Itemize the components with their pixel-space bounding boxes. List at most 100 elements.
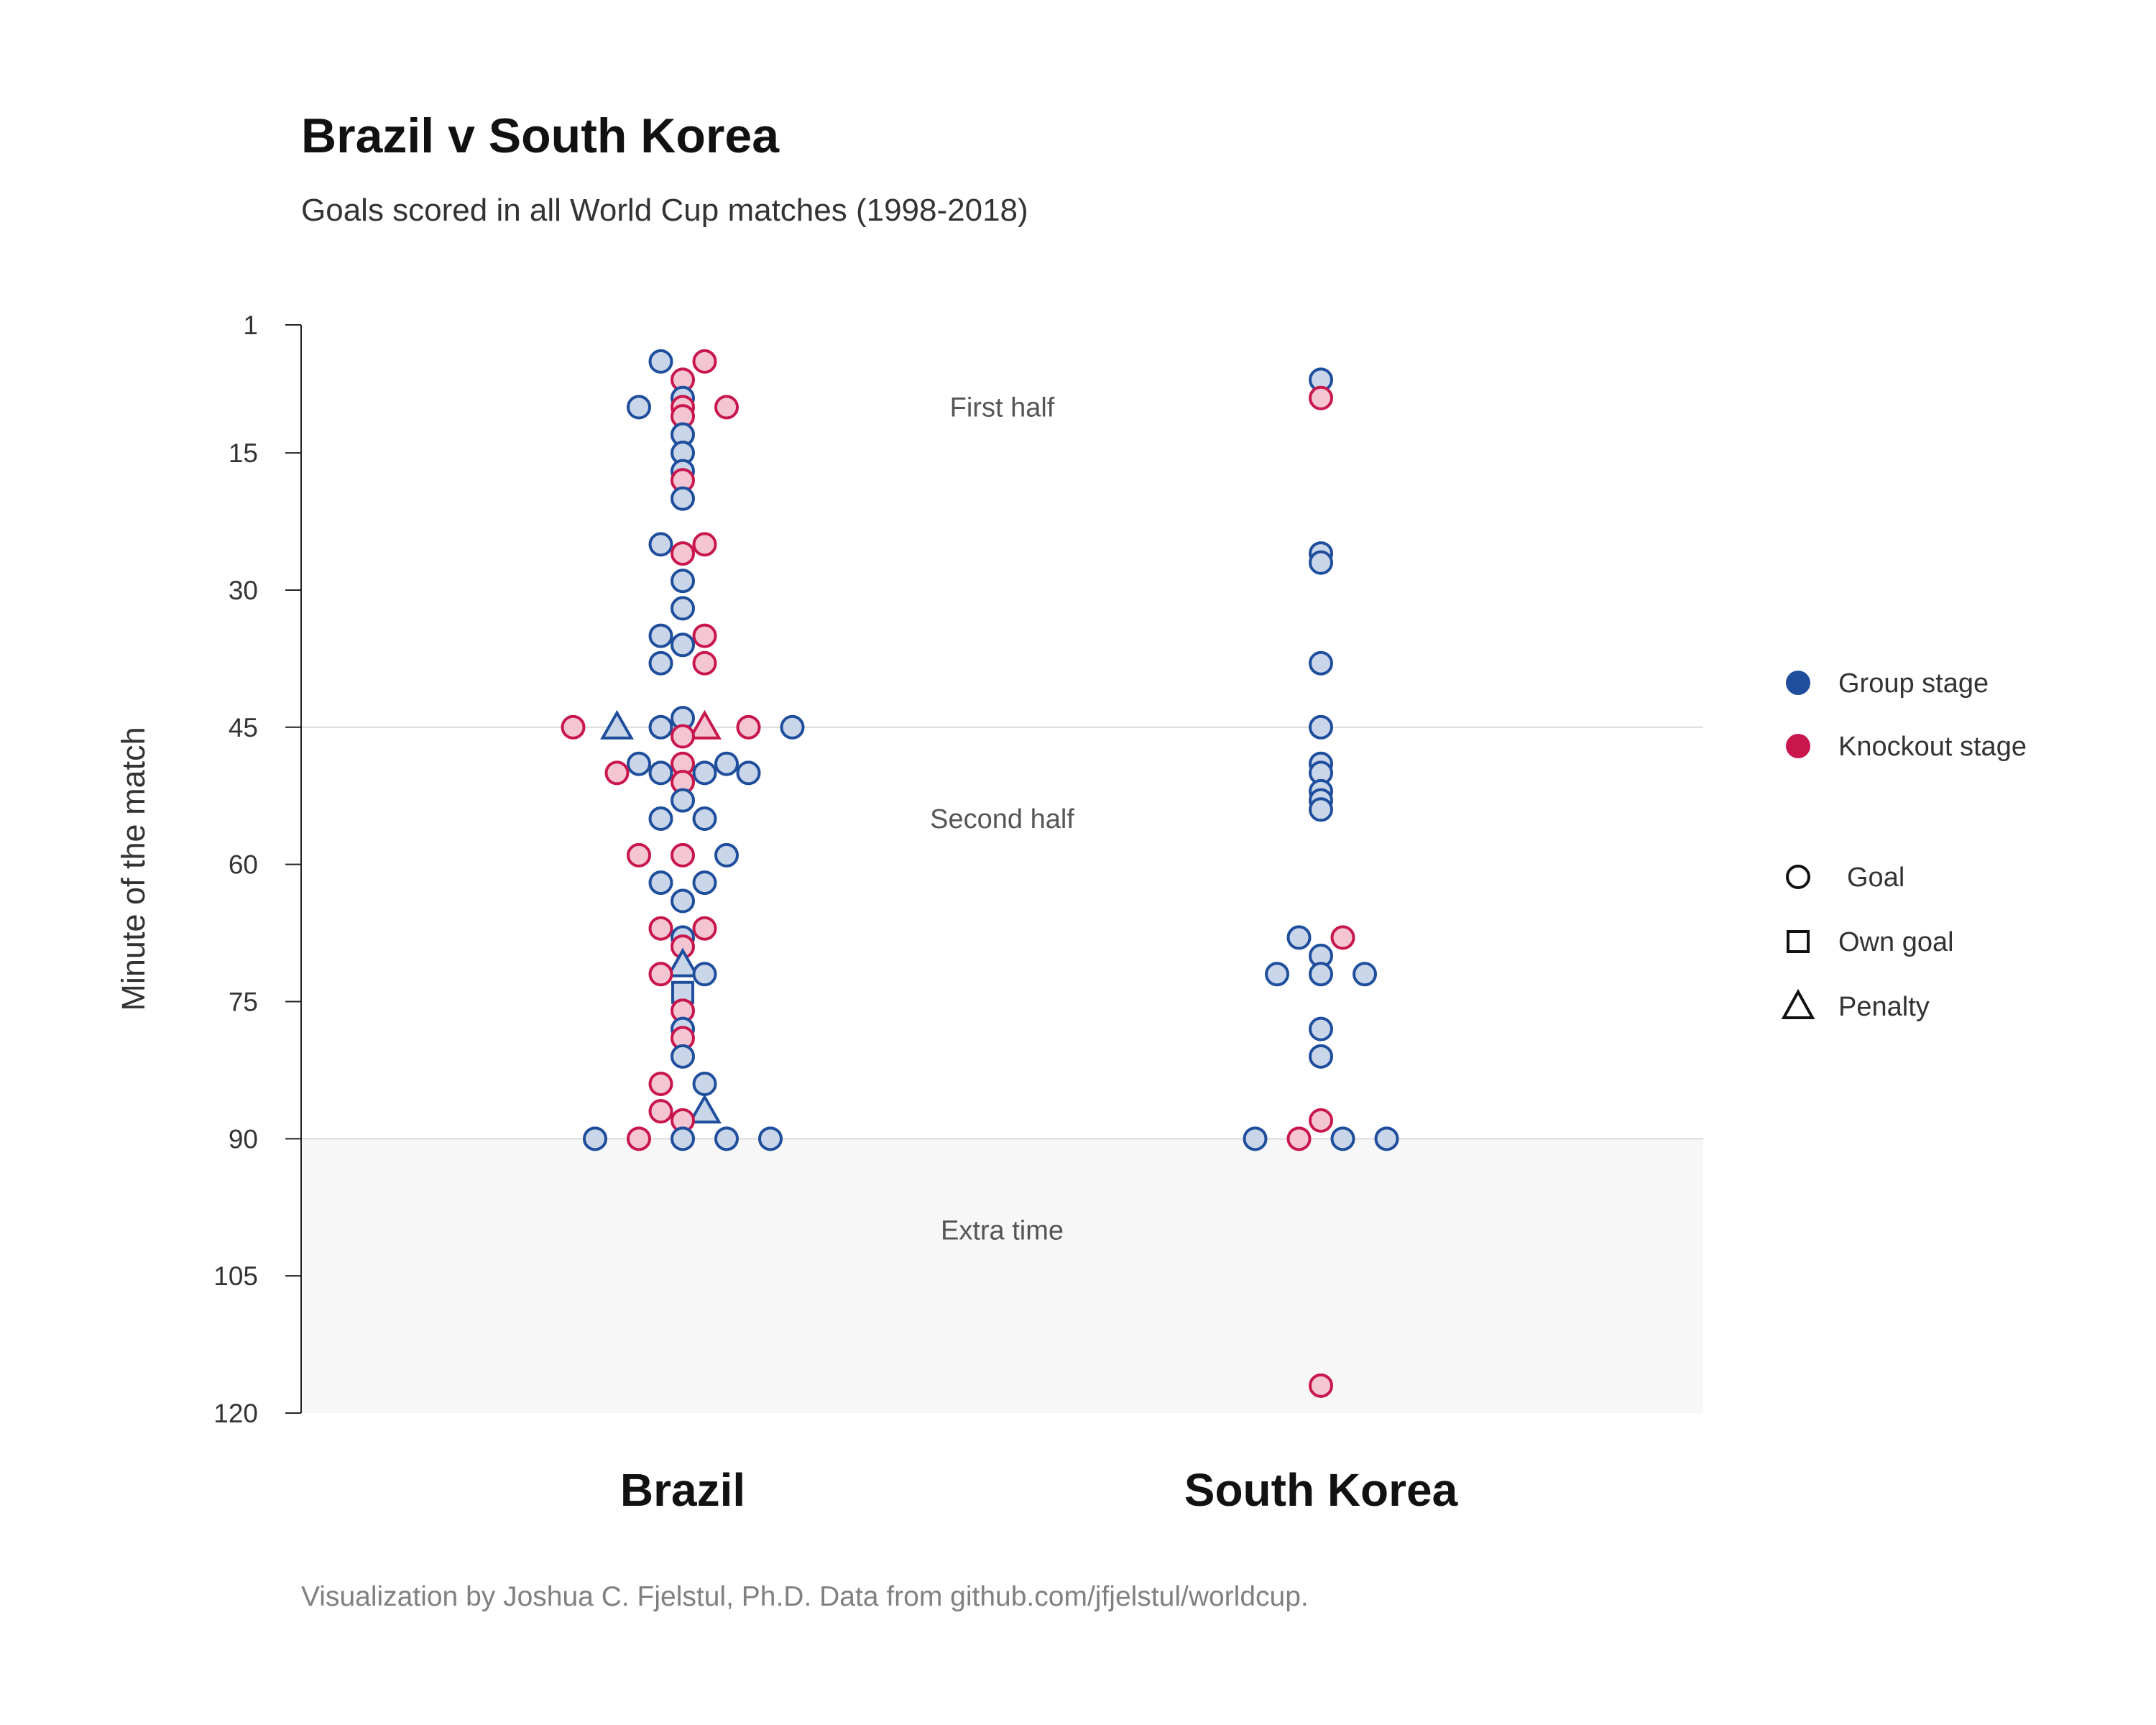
goal-point: [692, 760, 717, 786]
y-tick-label: 90: [229, 1124, 258, 1154]
y-tick-label: 1: [243, 310, 258, 340]
goal-point: [1309, 962, 1333, 987]
goal-point: [671, 1126, 695, 1151]
goal-point: [1330, 1126, 1355, 1151]
goal-point: [671, 724, 695, 749]
goal-point: [671, 842, 695, 868]
legend-label: Knockout stage: [1838, 732, 2027, 762]
goal-point: [671, 1044, 695, 1069]
legend-item-penalty: Penalty: [1775, 985, 2120, 1028]
penalty-point: [665, 947, 700, 978]
goal-point: [1286, 1126, 1312, 1151]
chart-subtitle: Goals scored in all World Cup matches (1…: [301, 193, 1028, 228]
group-stage-swatch-icon: [1786, 671, 1810, 695]
goal-point: [648, 650, 673, 676]
legend-item-knockout-stage: Knockout stage: [1775, 724, 2120, 768]
legend: Group stage Knockout stage Goal Own goal…: [1775, 661, 2134, 1035]
legend-label: Own goal: [1838, 927, 1954, 957]
goal-point: [692, 532, 717, 557]
goal-point: [1309, 797, 1333, 822]
goal-point: [604, 760, 630, 786]
goal-point: [758, 1126, 783, 1151]
goal-point: [648, 349, 673, 374]
goal-point: [1374, 1126, 1399, 1151]
goal-point: [714, 1126, 739, 1151]
goal-point: [671, 596, 695, 621]
goal-point: [692, 349, 717, 374]
legend-item-goal: Goal: [1775, 855, 2120, 898]
knockout-stage-swatch-icon: [1786, 734, 1810, 758]
goal-point: [692, 916, 717, 941]
goal-point: [648, 1099, 673, 1124]
y-tick-label: 15: [229, 438, 258, 468]
goal-point: [1309, 714, 1333, 740]
goal-point: [692, 650, 717, 676]
goal-point: [1353, 962, 1377, 987]
penalty-point: [688, 1094, 722, 1124]
goal-point: [736, 714, 761, 740]
x-category-label: South Korea: [1184, 1464, 1458, 1516]
goal-point: [627, 751, 651, 776]
period-label: Second half: [930, 804, 1074, 834]
y-tick-label: 105: [213, 1261, 258, 1291]
goal-point: [627, 395, 651, 420]
goal-point: [648, 714, 673, 740]
legend-item-own-goal: Own goal: [1775, 920, 2120, 963]
chart-caption: Visualization by Joshua C. Fjelstul, Ph.…: [301, 1581, 1309, 1612]
goal-point: [671, 632, 695, 658]
y-tick-label: 30: [229, 576, 258, 605]
goal-point: [692, 623, 717, 648]
goal-point: [1309, 1044, 1333, 1069]
goal-point: [561, 714, 586, 740]
goal-point: [1265, 962, 1289, 987]
goal-point: [780, 714, 805, 740]
goal-point: [714, 842, 739, 868]
y-axis-label: Minute of the match: [115, 727, 152, 1011]
penalty-point: [688, 709, 722, 740]
goal-point: [1309, 1373, 1333, 1398]
circle-icon: [1786, 865, 1810, 889]
legend-label: Goal: [1847, 862, 1905, 893]
goal-point: [671, 888, 695, 914]
x-category-label: Brazil: [620, 1464, 745, 1516]
y-tick-label: 60: [229, 850, 258, 880]
period-label: Extra time: [941, 1216, 1064, 1246]
goal-point: [1330, 925, 1355, 950]
goal-point: [736, 760, 761, 786]
goal-point: [692, 962, 717, 987]
y-tick-label: 75: [229, 987, 258, 1016]
goal-point: [1286, 925, 1312, 950]
goal-point: [692, 1071, 717, 1096]
goal-point: [627, 1126, 651, 1151]
goal-point: [692, 870, 717, 896]
goal-point: [648, 1071, 673, 1096]
goal-point: [714, 395, 739, 420]
legend-label: Group stage: [1838, 668, 1989, 699]
legend-item-group-stage: Group stage: [1775, 661, 2120, 704]
legend-label: Penalty: [1838, 992, 1930, 1022]
y-tick-label: 120: [213, 1399, 258, 1428]
goal-point: [671, 541, 695, 566]
goal-point: [671, 486, 695, 511]
goal-point: [1309, 1108, 1333, 1133]
goal-point: [648, 760, 673, 786]
goal-point: [1309, 550, 1333, 575]
goal-point: [627, 842, 651, 868]
y-tick-label: 45: [229, 713, 258, 742]
square-icon: [1787, 930, 1810, 953]
triangle-icon: [1781, 988, 1815, 1019]
goal-point: [648, 623, 673, 648]
goal-point: [648, 532, 673, 557]
goal-point: [648, 870, 673, 896]
goal-point: [692, 806, 717, 832]
goal-point: [1309, 385, 1333, 410]
penalty-point: [600, 709, 634, 740]
goal-point: [648, 962, 673, 987]
goal-point: [714, 751, 739, 776]
goal-point: [671, 569, 695, 594]
goal-point: [583, 1126, 607, 1151]
goal-point: [648, 806, 673, 832]
goal-point: [1243, 1126, 1268, 1151]
goal-point: [1309, 650, 1333, 676]
